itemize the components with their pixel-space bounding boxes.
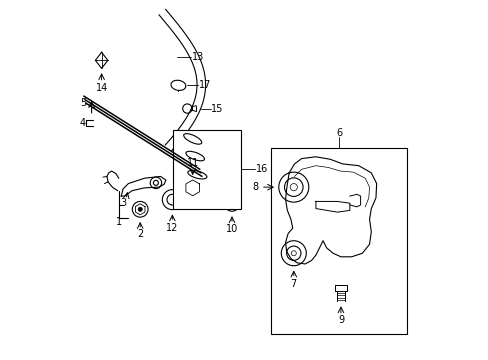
Polygon shape <box>285 157 376 264</box>
Bar <box>271 148 406 334</box>
Text: 16: 16 <box>256 164 268 174</box>
Text: 7: 7 <box>290 279 296 289</box>
Text: 12: 12 <box>166 222 178 233</box>
Bar <box>173 130 241 208</box>
Text: 17: 17 <box>199 80 211 90</box>
Text: 3: 3 <box>121 198 126 208</box>
Text: 9: 9 <box>337 315 344 325</box>
Text: 13: 13 <box>192 52 204 62</box>
Circle shape <box>138 207 142 211</box>
Text: 10: 10 <box>225 224 238 234</box>
Text: 4: 4 <box>80 118 86 128</box>
Text: 15: 15 <box>211 104 223 113</box>
Text: 6: 6 <box>335 128 342 138</box>
Text: 1: 1 <box>116 217 122 227</box>
Text: 14: 14 <box>95 83 107 93</box>
Text: 8: 8 <box>252 182 258 192</box>
Text: 2: 2 <box>137 229 143 239</box>
Text: 5: 5 <box>80 98 86 108</box>
Text: 11: 11 <box>186 158 199 168</box>
